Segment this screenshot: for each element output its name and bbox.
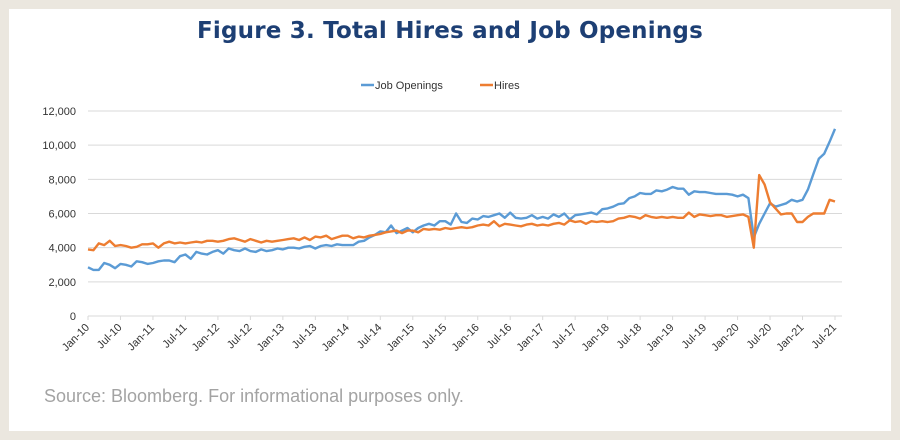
y-tick-label: 12,000 xyxy=(42,106,76,118)
y-tick-label: 10,000 xyxy=(42,140,76,152)
x-tick-label: Jan-21 xyxy=(774,322,806,354)
series-line-job-openings xyxy=(87,128,837,272)
series-line-hires xyxy=(87,173,836,252)
y-tick-label: 0 xyxy=(70,311,76,323)
y-tick-label: 8,000 xyxy=(48,174,76,186)
x-tick-label: Jul-16 xyxy=(485,322,515,352)
x-tick-label: Jan-18 xyxy=(580,322,612,354)
x-tick-label: Jan-19 xyxy=(644,322,676,354)
x-tick-label: Jul-11 xyxy=(160,322,189,351)
x-tick-label: Jan-15 xyxy=(385,322,417,354)
x-tick-label: Jan-14 xyxy=(320,322,352,354)
x-tick-label: Jan-17 xyxy=(515,322,547,354)
x-tick-label: Jan-16 xyxy=(450,322,482,354)
y-tick-label: 6,000 xyxy=(48,209,76,221)
x-tick-label: Jan-12 xyxy=(190,322,222,354)
x-tick-label: Jan-13 xyxy=(255,322,287,354)
x-tick-label: Jul-21 xyxy=(809,322,839,352)
x-tick-label: Jan-20 xyxy=(709,322,741,354)
chart-title: Figure 3. Total Hires and Job Openings xyxy=(197,18,703,44)
legend-label: Hires xyxy=(494,80,520,92)
y-tick-label: 4,000 xyxy=(48,243,76,255)
x-tick-label: Jul-19 xyxy=(680,322,710,352)
y-tick-label: 2,000 xyxy=(48,277,76,289)
x-tick-label: Jul-17 xyxy=(550,322,580,352)
x-tick-label: Jul-14 xyxy=(355,322,385,352)
legend-label: Job Openings xyxy=(375,80,443,92)
x-tick-label: Jul-20 xyxy=(744,322,774,352)
x-tick-label: Jan-11 xyxy=(125,322,157,354)
x-tick-label: Jul-12 xyxy=(225,322,255,352)
source-note: Source: Bloomberg. For informational pur… xyxy=(44,386,464,406)
x-tick-label: Jul-13 xyxy=(290,322,320,352)
x-tick-label: Jul-15 xyxy=(420,322,450,352)
x-tick-label: Jan-10 xyxy=(60,322,92,354)
x-tick-label: Jul-18 xyxy=(615,322,645,352)
x-tick-label: Jul-10 xyxy=(95,322,125,352)
